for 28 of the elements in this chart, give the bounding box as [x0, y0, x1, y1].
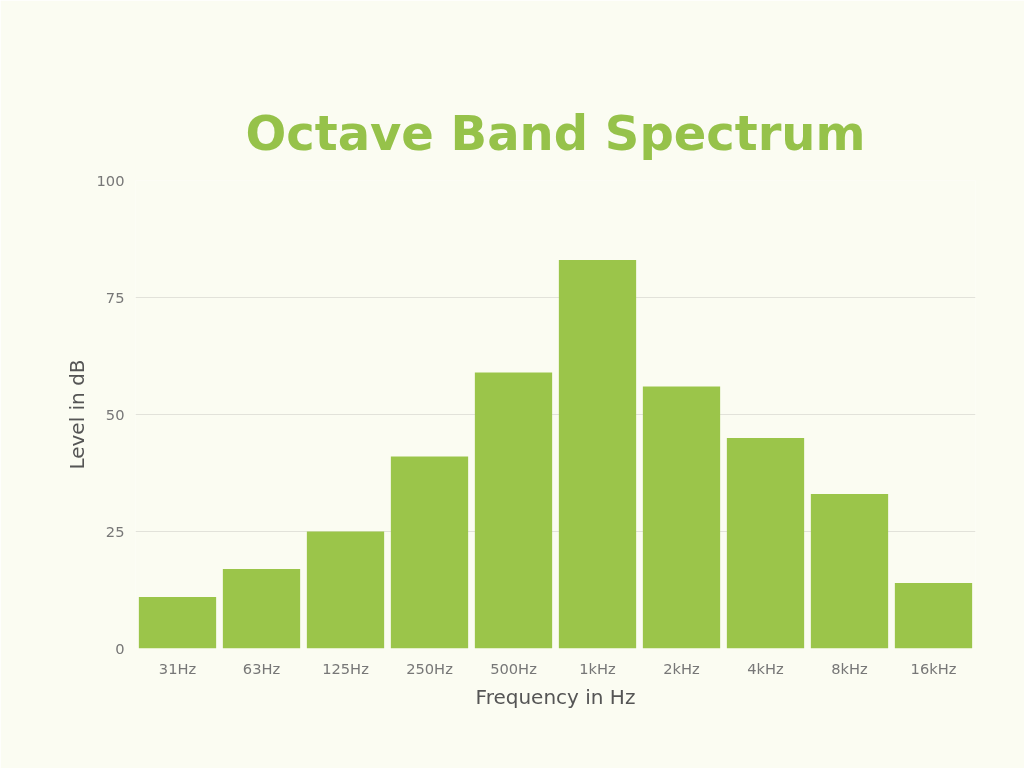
x-tick-label: 4kHz — [747, 659, 785, 677]
bar — [726, 437, 805, 649]
bar — [642, 386, 721, 649]
bar — [222, 568, 301, 649]
bar — [558, 260, 637, 649]
x-tick-label: 125Hz — [322, 659, 370, 677]
bar — [894, 582, 973, 649]
x-axis-title: Frequency in Hz — [475, 684, 636, 709]
y-tick-label: 75 — [105, 288, 125, 306]
chart-title: Octave Band Spectrum — [245, 104, 866, 161]
y-tick-label: 50 — [105, 405, 125, 423]
bar — [390, 456, 469, 649]
y-tick-label: 0 — [115, 639, 125, 657]
bar — [810, 494, 889, 649]
x-tick-label: 8kHz — [831, 659, 869, 677]
bar — [306, 531, 385, 649]
x-tick-label: 31Hz — [158, 659, 197, 677]
x-tick-label: 16kHz — [910, 659, 957, 677]
bar — [474, 372, 553, 649]
y-tick-label: 25 — [105, 522, 125, 540]
x-tick-label: 500Hz — [490, 659, 538, 677]
y-axis-title: Level in dB — [64, 359, 89, 470]
y-tick-label: 100 — [96, 171, 125, 189]
x-tick-label: 250Hz — [406, 659, 454, 677]
x-tick-label: 63Hz — [242, 659, 281, 677]
x-tick-label: 2kHz — [663, 659, 701, 677]
x-tick-label: 1kHz — [579, 659, 617, 677]
bar — [138, 597, 217, 649]
